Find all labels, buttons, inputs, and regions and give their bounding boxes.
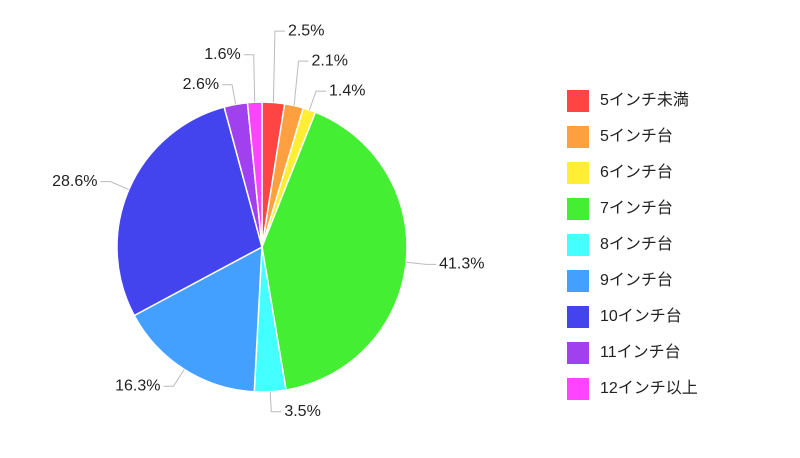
pie-slice xyxy=(246,101,263,248)
legend-swatch xyxy=(567,162,589,184)
legend-swatch xyxy=(567,342,589,364)
leader-line xyxy=(293,60,309,106)
leader-line xyxy=(406,261,437,265)
leader-line xyxy=(269,391,282,413)
data-label: 1.6% xyxy=(204,46,240,63)
data-label: 3.5% xyxy=(284,403,320,420)
legend-swatch xyxy=(567,378,589,400)
data-label: 2.1% xyxy=(312,52,348,69)
legend-label: 6インチ台 xyxy=(600,163,673,181)
legend-label: 12インチ以上 xyxy=(600,379,698,397)
data-label: 28.6% xyxy=(52,173,97,190)
legend-label: 8インチ台 xyxy=(600,235,673,253)
legend-swatch xyxy=(567,306,589,328)
legend-swatch xyxy=(567,270,589,292)
data-label: 1.4% xyxy=(329,82,365,99)
legend-label: 11インチ台 xyxy=(600,343,681,361)
leader-line xyxy=(100,181,130,191)
legend-label: 5インチ台 xyxy=(600,127,673,145)
data-label: 2.5% xyxy=(288,22,324,39)
data-label: 2.6% xyxy=(183,76,219,93)
legend-label: 5インチ未満 xyxy=(600,91,689,109)
data-label: 41.3% xyxy=(439,256,484,273)
data-label: 16.3% xyxy=(115,377,160,394)
pie-slice xyxy=(133,245,263,393)
legend-label: 10インチ台 xyxy=(600,307,682,325)
leader-line xyxy=(243,54,256,103)
legend-label: 7インチ台 xyxy=(600,199,673,217)
legend-swatch xyxy=(567,126,589,148)
leader-line xyxy=(222,84,237,105)
legend-label: 9インチ台 xyxy=(600,271,673,289)
leader-line xyxy=(308,90,326,111)
leader-line xyxy=(163,369,185,387)
leader-line xyxy=(272,30,285,103)
legend-swatch xyxy=(567,90,589,112)
pie-slice xyxy=(116,106,263,317)
legend-swatch xyxy=(567,198,589,220)
legend-swatch xyxy=(567,234,589,256)
